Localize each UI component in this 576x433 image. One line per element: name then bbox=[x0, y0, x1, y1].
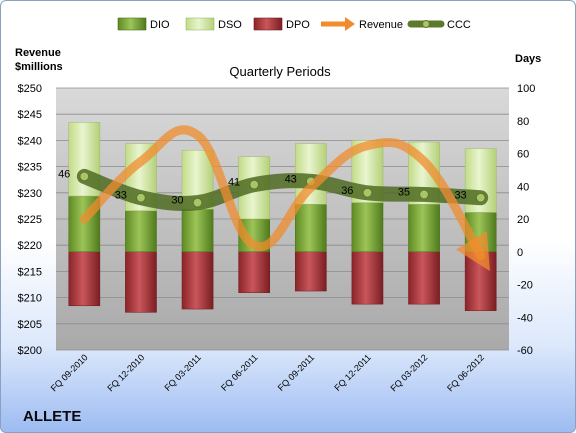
right-tick-label: -40 bbox=[517, 312, 533, 324]
x-tick-label: FQ 06-2011 bbox=[219, 352, 260, 393]
bar-dpo bbox=[464, 251, 497, 311]
left-tick-label: $225 bbox=[18, 214, 42, 226]
ccc-marker bbox=[192, 197, 203, 208]
x-tick-label: FQ 12-2011 bbox=[332, 352, 373, 393]
revenue-line bbox=[79, 125, 490, 272]
legend-label: Revenue bbox=[359, 19, 403, 31]
legend-item-ccc: CCC bbox=[407, 19, 471, 31]
x-tick-label: FQ 06-2012 bbox=[445, 352, 486, 393]
legend-label: DIO bbox=[150, 19, 170, 31]
company-name: ALLETE bbox=[23, 408, 82, 425]
bar-dio bbox=[125, 210, 157, 252]
bar-dio bbox=[408, 204, 440, 252]
bar-dio bbox=[181, 208, 214, 253]
x-tick-label: FQ 03-2011 bbox=[162, 352, 203, 393]
left-tick-label: $250 bbox=[18, 83, 42, 95]
ccc-marker bbox=[475, 192, 486, 203]
left-tick-label: $230 bbox=[18, 188, 42, 200]
bar-dio bbox=[294, 204, 327, 252]
bar-dpo bbox=[181, 251, 214, 310]
ccc-data-label: 35 bbox=[398, 186, 410, 198]
left-tick-label: $220 bbox=[18, 240, 42, 252]
legend-swatch-dio bbox=[117, 17, 147, 31]
x-tick-label: FQ 09-2011 bbox=[276, 352, 317, 393]
right-tick-label: -20 bbox=[517, 280, 533, 292]
bar-dpo bbox=[125, 251, 157, 313]
left-tick-label: $235 bbox=[18, 162, 42, 174]
legend: DIO DSO DPO Revenue CCC bbox=[117, 17, 471, 31]
right-tick-label: -60 bbox=[517, 345, 533, 357]
ccc-data-label: 33 bbox=[454, 190, 466, 202]
legend-item-revenue: Revenue bbox=[321, 17, 403, 31]
left-axis: $200 $205 $210 $215 $220 $225 $230 $235 $240 $245… bbox=[18, 83, 42, 357]
x-axis-labels: FQ 09-2010 FQ 12-2010 FQ 03-2011 FQ 06-2011… bbox=[49, 352, 486, 393]
bar-dpo bbox=[351, 251, 384, 305]
left-tick-label: $205 bbox=[18, 319, 42, 331]
ccc-marker bbox=[135, 192, 147, 203]
left-tick-label: $245 bbox=[18, 109, 42, 121]
ccc-data-label: 46 bbox=[58, 168, 70, 180]
ccc-data-label: 30 bbox=[171, 195, 183, 207]
bar-dpo bbox=[238, 251, 271, 293]
left-tick-label: $240 bbox=[18, 135, 42, 147]
right-tick-label: 80 bbox=[517, 116, 529, 128]
legend-label: DPO bbox=[286, 19, 310, 31]
legend-item-dio: DIO bbox=[117, 17, 170, 31]
bar-dpo bbox=[408, 251, 440, 305]
bar-dpo bbox=[294, 251, 327, 292]
left-axis-title-line2: $millions bbox=[15, 61, 63, 73]
ccc-marker bbox=[362, 187, 373, 198]
right-tick-label: 40 bbox=[517, 181, 529, 193]
legend-arrow-head bbox=[345, 17, 355, 31]
revenue-series bbox=[79, 125, 490, 272]
legend-label: CCC bbox=[447, 19, 471, 31]
ccc-data-label: 41 bbox=[228, 177, 240, 189]
legend-ccc-marker bbox=[422, 20, 430, 28]
ccc-marker bbox=[418, 189, 430, 200]
bars bbox=[68, 122, 497, 313]
left-tick-label: $215 bbox=[18, 266, 42, 278]
right-tick-label: 100 bbox=[517, 83, 535, 95]
x-tick-label: FQ 03-2012 bbox=[388, 352, 429, 393]
right-tick-label: 20 bbox=[517, 214, 529, 226]
ccc-data-label: 36 bbox=[341, 185, 353, 197]
ccc-data-label: 33 bbox=[115, 190, 127, 202]
left-axis-title: Revenue $millions bbox=[15, 46, 63, 74]
left-tick-label: $200 bbox=[18, 345, 42, 357]
left-tick-label: $210 bbox=[18, 293, 42, 305]
ccc-marker bbox=[249, 179, 260, 190]
right-axis-title: Days bbox=[515, 53, 542, 65]
x-tick-label: FQ 09-2010 bbox=[49, 352, 90, 393]
legend-item-dpo: DPO bbox=[253, 17, 310, 31]
right-axis: -60 -40 -20 0 20 40 60 80 100 bbox=[517, 83, 535, 357]
chart-title: Quarterly Periods bbox=[229, 64, 331, 79]
legend-swatch-dpo bbox=[253, 17, 283, 31]
legend-label: DSO bbox=[218, 19, 242, 31]
ccc-marker bbox=[79, 171, 90, 182]
bar-dio bbox=[351, 202, 384, 252]
left-axis-title-line1: Revenue bbox=[15, 47, 61, 59]
legend-swatch-dso bbox=[185, 17, 215, 31]
right-tick-label: 0 bbox=[517, 247, 523, 259]
bar-dpo bbox=[68, 251, 101, 307]
ccc-data-label: 43 bbox=[285, 173, 297, 185]
legend-item-dso: DSO bbox=[185, 17, 242, 31]
right-tick-label: 60 bbox=[517, 149, 529, 161]
x-tick-label: FQ 12-2010 bbox=[105, 352, 146, 393]
